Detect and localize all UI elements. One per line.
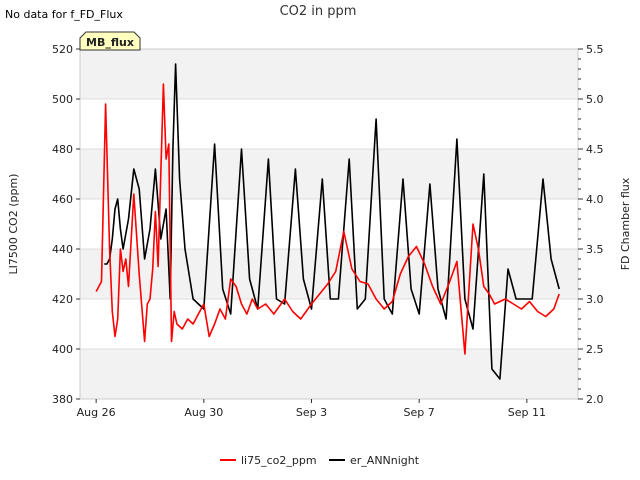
y2-tick-label: 4.5 (586, 143, 604, 156)
y-axis-left: 380 400 420 440 460 480 500 520 (52, 43, 80, 406)
y2-tick-label: 2.0 (586, 393, 604, 406)
legend-label-er-annnight: er_ANNnight (350, 454, 420, 467)
y2-tick-label: 4.0 (586, 193, 604, 206)
legend: li75_co2_ppm er_ANNnight (220, 454, 420, 467)
no-data-message: No data for f_FD_Flux (5, 8, 123, 21)
y-tick-label: 400 (52, 343, 73, 356)
chart-title: CO2 in ppm (280, 4, 357, 19)
grid-band (80, 49, 578, 99)
y2-tick-label: 3.5 (586, 243, 604, 256)
y2-tick-label: 3.0 (586, 293, 604, 306)
series-line-er_ANNnight (104, 63, 560, 380)
plot-frame (79, 48, 579, 400)
y-axis-right: 2.0 2.5 3.0 3.5 4.0 4.5 5.0 5.5 (578, 43, 604, 406)
grid-band (80, 149, 578, 199)
y-tick-label: 420 (52, 293, 73, 306)
y-tick-label: 460 (52, 193, 73, 206)
y-tick-label: 480 (52, 143, 73, 156)
mb-flux-badge: MB_flux (79, 31, 141, 51)
x-tick-label: Aug 26 (77, 406, 116, 419)
x-tick-label: Sep 7 (404, 406, 435, 419)
legend-label-li75: li75_co2_ppm (241, 454, 317, 467)
y-tick-label: 440 (52, 243, 73, 256)
x-tick-label: Sep 11 (508, 406, 546, 419)
y2-tick-label: 5.5 (586, 43, 604, 56)
series-layer (95, 63, 560, 380)
x-tick-label: Aug 30 (184, 406, 223, 419)
y-axis-title: LI7500 CO2 (ppm) (7, 174, 20, 275)
y2-tick-label: 2.5 (586, 343, 604, 356)
y-tick-label: 520 (52, 43, 73, 56)
x-axis: Aug 26 Aug 30 Sep 3 Sep 7 Sep 11 (77, 399, 546, 419)
series-line-li75_co2_ppm (95, 83, 560, 355)
y2-axis-title: FD Chamber flux (619, 177, 632, 270)
y2-tick-label: 5.0 (586, 93, 604, 106)
badge-label: MB_flux (86, 36, 134, 49)
y-tick-label: 500 (52, 93, 73, 106)
y-tick-label: 380 (52, 393, 73, 406)
grid-band (80, 349, 578, 399)
x-tick-label: Sep 3 (296, 406, 327, 419)
badge-shape (79, 31, 141, 51)
